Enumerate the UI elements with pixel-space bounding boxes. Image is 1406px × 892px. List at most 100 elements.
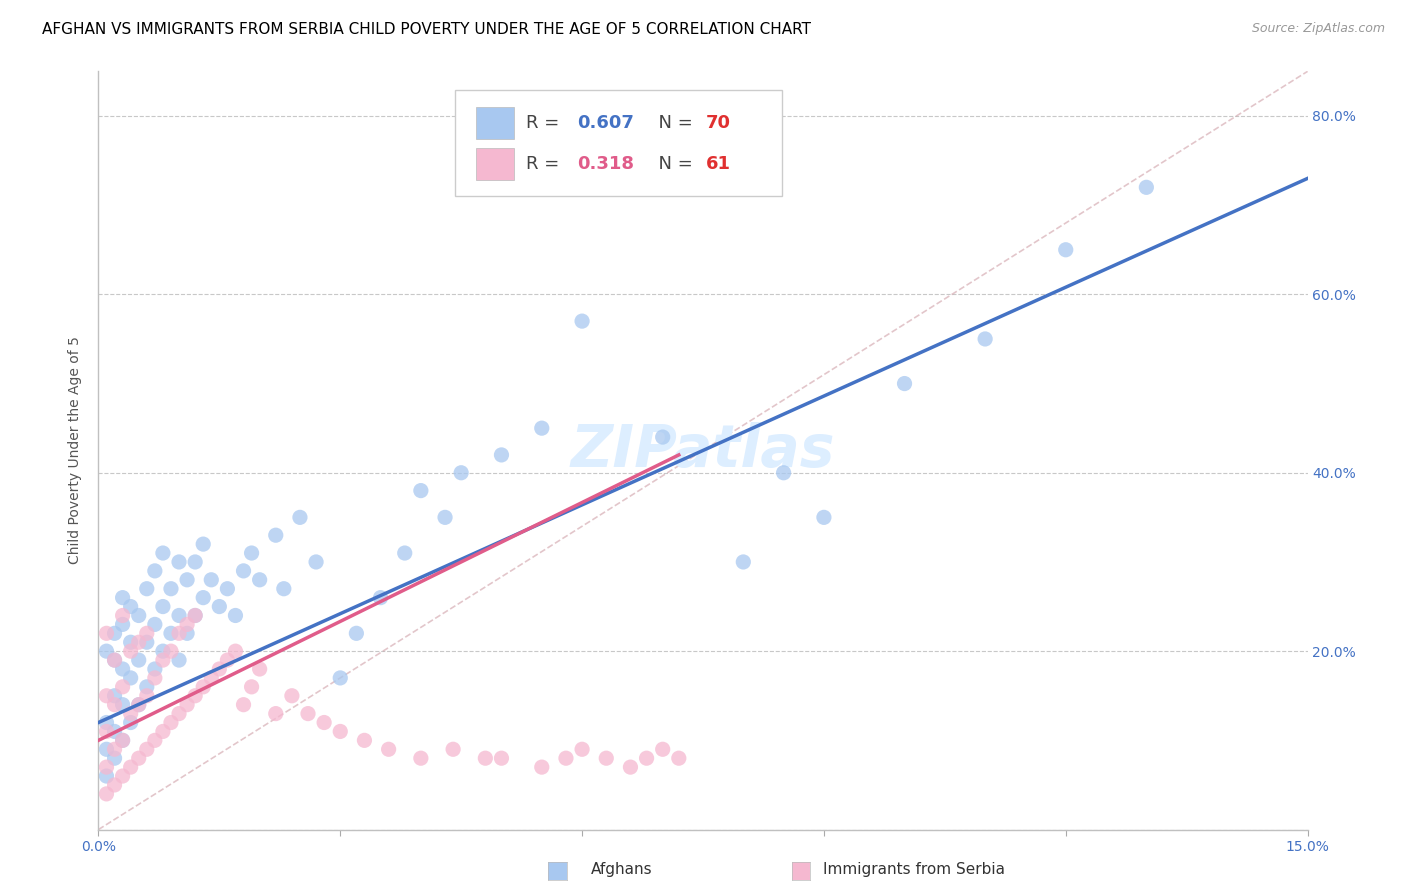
Text: N =: N = — [647, 114, 699, 132]
Point — [96, 787, 118, 801]
Point — [96, 760, 118, 774]
Point — [224, 608, 246, 623]
Point — [135, 689, 157, 703]
Point — [208, 599, 231, 614]
Point — [111, 591, 134, 605]
Point — [128, 608, 150, 623]
Point — [96, 769, 118, 783]
Point — [135, 626, 157, 640]
Point — [441, 742, 464, 756]
Point — [434, 510, 457, 524]
Point — [193, 591, 215, 605]
Point — [1054, 243, 1077, 257]
Point — [217, 653, 239, 667]
Point — [120, 599, 142, 614]
Point — [103, 751, 125, 765]
Point — [111, 617, 134, 632]
Point — [450, 466, 472, 480]
Point — [305, 555, 328, 569]
Point — [152, 546, 174, 560]
Point — [96, 724, 118, 739]
Point — [152, 644, 174, 658]
Point — [1135, 180, 1157, 194]
Point — [160, 582, 183, 596]
Point — [813, 510, 835, 524]
Point — [128, 698, 150, 712]
Point — [772, 466, 794, 480]
Point — [167, 626, 190, 640]
Point — [167, 653, 190, 667]
Point — [733, 555, 755, 569]
Point — [193, 537, 215, 551]
Point — [176, 573, 198, 587]
Point — [167, 555, 190, 569]
Point — [288, 510, 311, 524]
Point — [135, 635, 157, 649]
Point — [176, 617, 198, 632]
Point — [128, 635, 150, 649]
Point — [96, 644, 118, 658]
Text: N =: N = — [647, 155, 699, 173]
Point — [120, 715, 142, 730]
Point — [96, 742, 118, 756]
Point — [103, 778, 125, 792]
Point — [571, 314, 593, 328]
Text: R =: R = — [526, 155, 571, 173]
Text: R =: R = — [526, 114, 565, 132]
Point — [974, 332, 997, 346]
Point — [530, 760, 553, 774]
Point — [200, 573, 222, 587]
Point — [651, 430, 673, 444]
Point — [103, 724, 125, 739]
Point — [135, 742, 157, 756]
Text: 0.318: 0.318 — [578, 155, 634, 173]
Point — [224, 644, 246, 658]
Point — [111, 680, 134, 694]
Point — [184, 555, 207, 569]
Point — [491, 751, 513, 765]
Point — [96, 715, 118, 730]
Point — [377, 742, 399, 756]
Point — [619, 760, 641, 774]
Point — [111, 662, 134, 676]
Point — [176, 626, 198, 640]
Point — [128, 653, 150, 667]
Y-axis label: Child Poverty Under the Age of 5: Child Poverty Under the Age of 5 — [69, 336, 83, 565]
Point — [120, 671, 142, 685]
Text: AFGHAN VS IMMIGRANTS FROM SERBIA CHILD POVERTY UNDER THE AGE OF 5 CORRELATION CH: AFGHAN VS IMMIGRANTS FROM SERBIA CHILD P… — [42, 22, 811, 37]
Point — [329, 724, 352, 739]
Text: Immigrants from Serbia: Immigrants from Serbia — [823, 863, 1004, 877]
FancyBboxPatch shape — [456, 90, 782, 196]
Point — [281, 689, 304, 703]
Point — [96, 689, 118, 703]
Point — [135, 582, 157, 596]
Point — [120, 706, 142, 721]
Point — [176, 698, 198, 712]
Text: 70: 70 — [706, 114, 731, 132]
Text: Source: ZipAtlas.com: Source: ZipAtlas.com — [1251, 22, 1385, 36]
Point — [152, 599, 174, 614]
Point — [264, 706, 287, 721]
Point — [111, 698, 134, 712]
Point — [232, 564, 254, 578]
Point — [394, 546, 416, 560]
Point — [143, 733, 166, 747]
Point — [111, 608, 134, 623]
Point — [200, 671, 222, 685]
Point — [111, 733, 134, 747]
Point — [314, 715, 336, 730]
Text: 61: 61 — [706, 155, 731, 173]
Point — [530, 421, 553, 435]
Point — [160, 626, 183, 640]
Point — [636, 751, 658, 765]
Point — [103, 742, 125, 756]
Point — [668, 751, 690, 765]
Point — [120, 760, 142, 774]
Point — [491, 448, 513, 462]
Point — [103, 689, 125, 703]
Point — [103, 653, 125, 667]
Point — [249, 573, 271, 587]
Point — [184, 689, 207, 703]
Point — [143, 671, 166, 685]
Point — [143, 662, 166, 676]
